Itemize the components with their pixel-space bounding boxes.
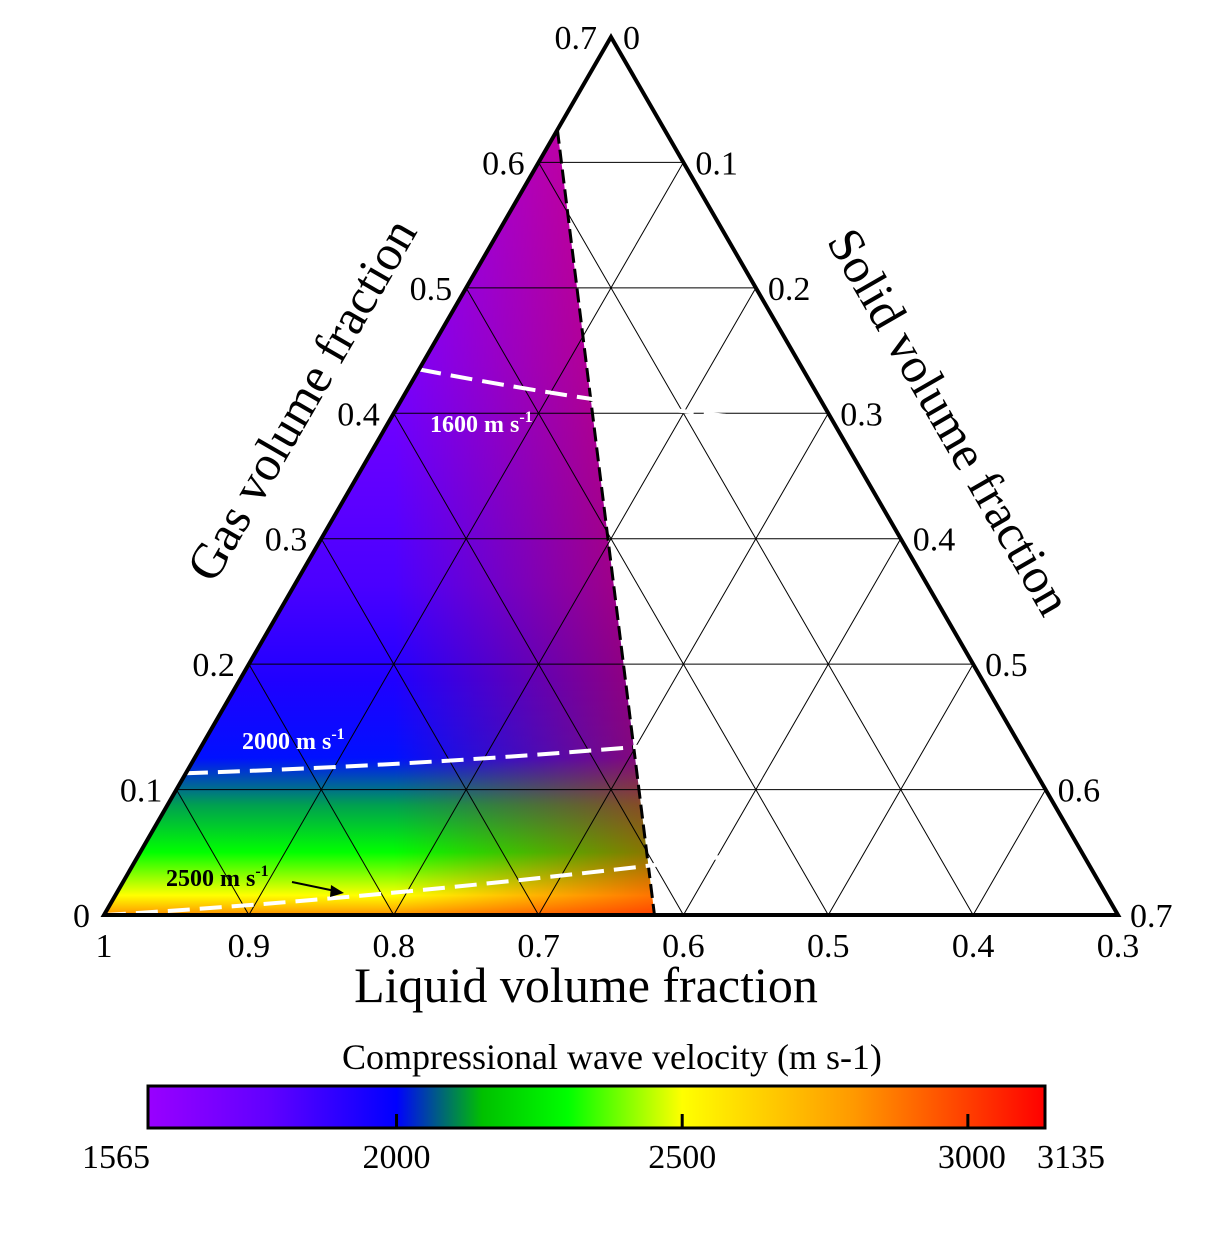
grid-line bbox=[393, 287, 757, 916]
liquid-tick-label: 0.3 bbox=[1097, 928, 1140, 965]
grid-line bbox=[248, 663, 395, 916]
solid-tick-label: 0.5 bbox=[985, 647, 1027, 684]
valid-region-boundary bbox=[555, 129, 656, 916]
grid-line bbox=[465, 287, 829, 916]
liquid-tick-label: 0.4 bbox=[952, 928, 995, 965]
contour-line bbox=[185, 733, 759, 776]
grid-line bbox=[393, 413, 684, 916]
solid-tick-label: 0.3 bbox=[840, 396, 883, 433]
liquid-axis-title: Liquid volume fraction bbox=[354, 957, 818, 1013]
gas-tick-label: 0.7 bbox=[555, 20, 598, 57]
liquid-tick-label: 0.6 bbox=[662, 928, 705, 965]
tick-labels: 1 0.9 0.8 0.7 0.6 0.5 0.4 0.3 0 0.1 0.2 0.3 0.4 0.5 0.… bbox=[73, 20, 1173, 965]
gas-tick-label: 0.3 bbox=[265, 522, 308, 559]
colorbar-gradient-bar bbox=[146, 1084, 1047, 1130]
liquid-tick-label: 1 bbox=[96, 928, 113, 965]
gas-tick-label: 0.5 bbox=[410, 271, 453, 308]
ternary-frame bbox=[100, 33, 1122, 917]
grid-line bbox=[972, 789, 1047, 916]
colorbar-tick-label: 1565 bbox=[82, 1139, 150, 1176]
liquid-tick-label: 0.9 bbox=[228, 928, 271, 965]
grid-line bbox=[175, 789, 250, 916]
grid-line bbox=[682, 538, 902, 916]
colorbar-tick-label: 2000 bbox=[363, 1139, 431, 1176]
gas-tick-label: 0.1 bbox=[120, 773, 163, 810]
contour-label: 1600 m s-1 bbox=[430, 409, 533, 438]
ternary-grid bbox=[175, 161, 1047, 916]
gas-tick-label: 0 bbox=[73, 898, 90, 935]
gas-tick-label: 0.4 bbox=[337, 396, 380, 433]
contour-line bbox=[418, 367, 767, 422]
velocity-contours: 1600 m s-1 2000 m s-1 2500 m s-1 bbox=[103, 367, 780, 917]
velocity-field-high-corner bbox=[104, 129, 655, 916]
contour-label-arrowhead bbox=[330, 885, 344, 897]
gas-tick-label: 0.6 bbox=[482, 145, 525, 182]
colorbar-title: Compressional wave velocity (m s-1) bbox=[342, 1037, 882, 1077]
colorbar: Compressional wave velocity (m s-1) 1565… bbox=[82, 1037, 1105, 1176]
contour-label: 2500 m s-1 bbox=[166, 863, 269, 892]
solid-tick-label: 0.7 bbox=[1130, 898, 1173, 935]
colorbar-tick-label: 3135 bbox=[1037, 1139, 1105, 1176]
grid-line bbox=[320, 538, 540, 916]
solid-tick-label: 0.6 bbox=[1058, 773, 1101, 810]
solid-tick-label: 0.1 bbox=[695, 145, 738, 182]
liquid-tick-label: 0.5 bbox=[807, 928, 850, 965]
solid-tick-label: 0 bbox=[623, 20, 640, 57]
liquid-tick-label: 0.7 bbox=[517, 928, 560, 965]
colorbar-ticks: 1565 2000 2500 3000 3135 bbox=[82, 1114, 1105, 1176]
gas-tick-label: 0.2 bbox=[192, 647, 235, 684]
liquid-tick-label: 0.8 bbox=[372, 928, 415, 965]
colorbar-tick-label: 2500 bbox=[648, 1139, 716, 1176]
solid-tick-label: 0.4 bbox=[913, 522, 956, 559]
grid-line bbox=[538, 162, 974, 916]
colorbar-tick-label: 3000 bbox=[938, 1139, 1006, 1176]
solid-tick-label: 0.2 bbox=[768, 271, 811, 308]
contour-label: 2000 m s-1 bbox=[242, 726, 345, 755]
